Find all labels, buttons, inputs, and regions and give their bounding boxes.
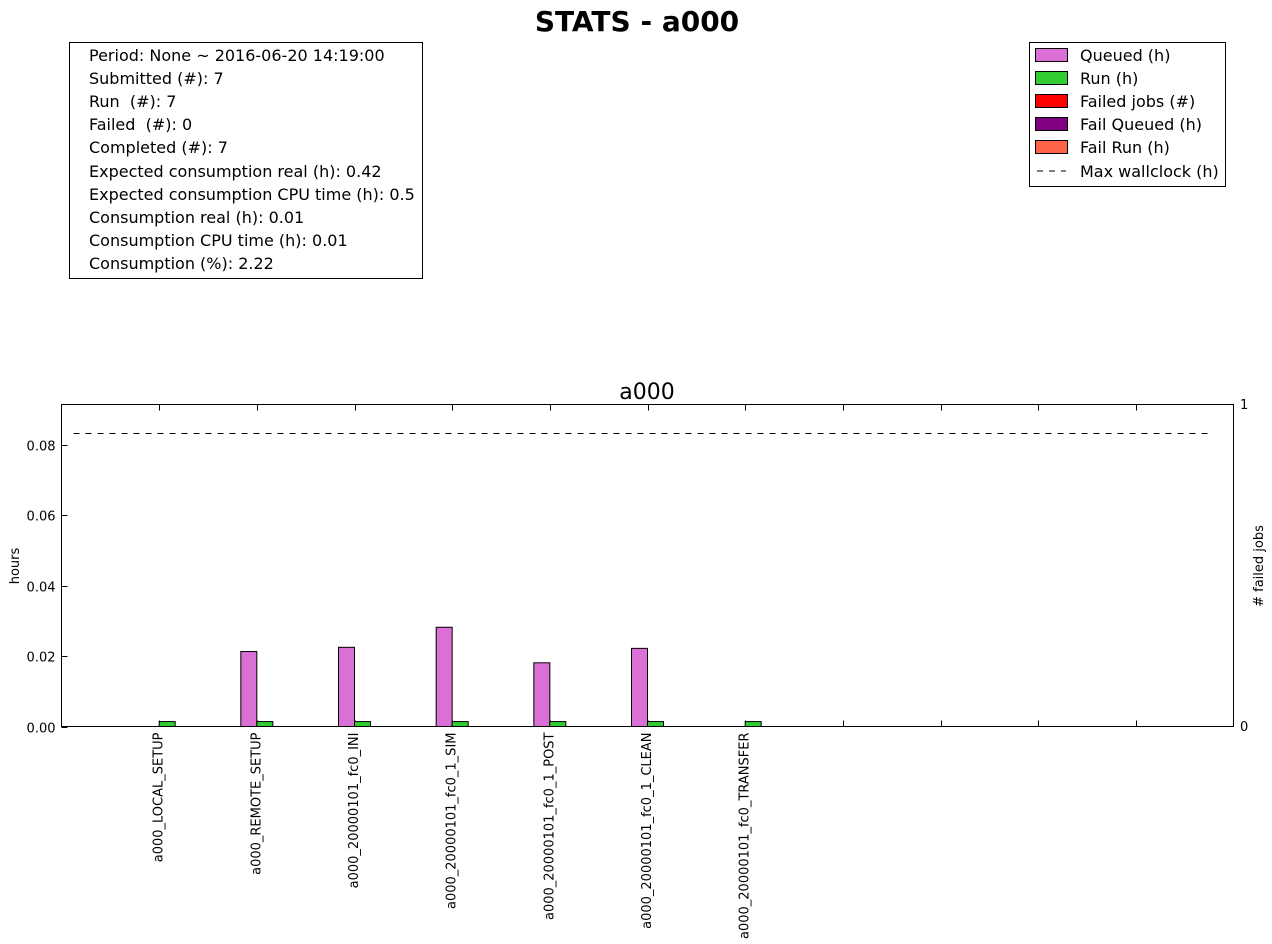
bar-queued	[435, 626, 453, 728]
legend-swatch-failed-jobs	[1035, 94, 1068, 108]
bar-run	[451, 721, 469, 728]
bar-queued	[338, 646, 355, 728]
legend-swatch-fail-queued	[1035, 117, 1068, 131]
y2-axis-label: # failed jobs	[1252, 525, 1267, 607]
stats-line: Consumption CPU time (h): 0.01	[89, 231, 348, 250]
figure-title: STATS - a000	[535, 5, 739, 38]
bar-queued	[631, 647, 648, 728]
legend-label-run: Run (h)	[1080, 69, 1138, 88]
bar-run	[354, 721, 371, 728]
bar-run	[549, 721, 567, 728]
legend-label-max-wallclock: Max wallclock (h)	[1080, 162, 1219, 181]
plot-frame	[61, 404, 1234, 727]
y2-tick-label: 1	[1240, 398, 1248, 413]
stats-line: Consumption (%): 2.22	[89, 254, 274, 273]
stats-line: Failed (#): 0	[89, 115, 192, 134]
bars	[158, 626, 762, 728]
bar-run	[744, 721, 762, 728]
y-tick-label: 0.02	[27, 651, 56, 666]
y-axis-ticks: 0.00 0.02 0.04 0.06 0.08	[27, 404, 1234, 737]
stats-line: Expected consumption real (h): 0.42	[89, 162, 382, 181]
legend-frame	[1029, 42, 1226, 187]
stats-line: Period: None ~ 2016-06-20 14:19:00	[89, 46, 385, 65]
bar-run	[158, 721, 176, 728]
stats-box: Period: None ~ 2016-06-20 14:19:00 Submi…	[69, 42, 423, 279]
legend-label-fail-queued: Fail Queued (h)	[1080, 115, 1202, 134]
y2-tick-label: 0	[1240, 720, 1248, 735]
legend-swatch-fail-run	[1035, 140, 1068, 154]
stats-line: Submitted (#): 7	[89, 69, 224, 88]
x-tick-label: a000_20000101_fc0_1_CLEAN	[640, 733, 655, 929]
stats-line: Completed (#): 7	[89, 138, 228, 157]
legend-swatch-queued	[1035, 48, 1068, 62]
subplot-title: a000	[619, 380, 674, 405]
y-tick-label: 0.00	[27, 722, 56, 737]
stats-line: Expected consumption CPU time (h): 0.5	[89, 185, 415, 204]
y-tick-label: 0.06	[27, 510, 56, 525]
stats-box-frame	[69, 42, 423, 279]
stats-line: Run (#): 7	[89, 92, 176, 111]
x-tick-label: a000_LOCAL_SETUP	[152, 732, 167, 862]
bar-queued	[533, 662, 551, 728]
x-tick-label: a000_REMOTE_SETUP	[249, 732, 264, 875]
stats-line: Consumption real (h): 0.01	[89, 208, 304, 227]
y-tick-label: 0.08	[27, 440, 56, 455]
legend-label-fail-run: Fail Run (h)	[1080, 138, 1170, 157]
x-tick-label: a000_20000101_fc0_1_SIM	[445, 733, 460, 910]
y-tick-label: 0.04	[27, 581, 56, 596]
legend-label-queued: Queued (h)	[1080, 46, 1170, 65]
y-axis-label: hours	[8, 548, 23, 585]
x-tick-label: a000_20000101_fc0_1_POST	[542, 732, 557, 920]
legend-swatch-run	[1035, 71, 1068, 85]
x-axis-labels: a000_LOCAL_SETUP a000_REMOTE_SETUP a000_20…	[152, 732, 753, 939]
legend-label-failed-jobs: Failed jobs (#)	[1080, 92, 1195, 111]
legend: Queued (h) Run (h) Failed jobs (#) Fail …	[1029, 42, 1226, 187]
bar-queued	[240, 651, 258, 727]
bar-run	[647, 721, 664, 728]
bar-run	[256, 721, 274, 728]
x-tick-label: a000_20000101_fc0_TRANSFER	[738, 733, 753, 939]
x-tick-label: a000_20000101_fc0_INI	[347, 733, 362, 889]
